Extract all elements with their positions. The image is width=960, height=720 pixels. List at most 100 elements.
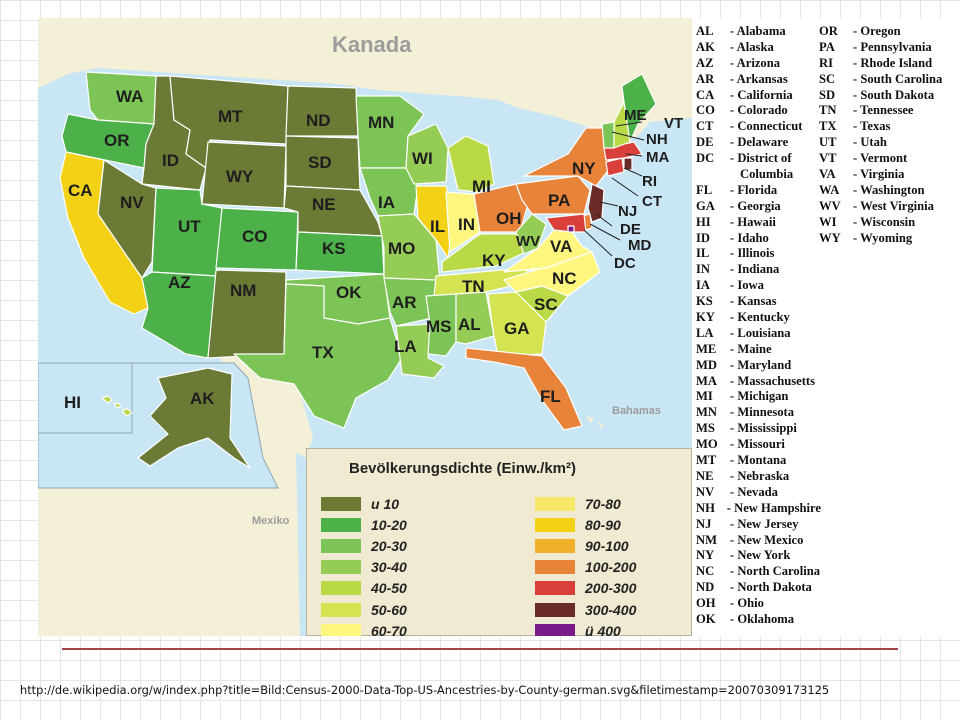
legend-title: Bevölkerungsdichte (Einw./km²) bbox=[349, 460, 576, 477]
state-label-hi: HI bbox=[64, 393, 81, 412]
state-name: - Nebraska bbox=[730, 468, 790, 483]
state-label-wy: WY bbox=[226, 167, 254, 186]
state-label-ak: AK bbox=[190, 389, 215, 408]
state-name: - Nevada bbox=[730, 484, 778, 499]
abbreviation-row: TN - Tennessee bbox=[819, 103, 960, 119]
abbreviation-row: PA - Pennsylvania bbox=[819, 40, 960, 56]
state-label-vt: VT bbox=[664, 115, 683, 132]
state-label-tn: TN bbox=[462, 277, 485, 296]
state-fl bbox=[465, 347, 583, 431]
abbreviation-row: NH - New Hampshire bbox=[696, 501, 821, 517]
inset-frame bbox=[38, 362, 279, 489]
abbreviation-code: CT bbox=[696, 119, 714, 134]
legend-item: 70-80 bbox=[535, 493, 636, 514]
legend-swatch bbox=[321, 538, 361, 553]
state-name: - New Jersey bbox=[730, 516, 799, 531]
abbreviation-row: DE - Delaware bbox=[696, 135, 821, 151]
legend-swatch bbox=[535, 581, 575, 596]
state-name: - West Virginia bbox=[853, 198, 934, 213]
abbreviation-code: AZ bbox=[696, 55, 714, 70]
legend-swatch bbox=[535, 538, 575, 553]
abbreviation-row: MT - Montana bbox=[696, 453, 821, 469]
abbreviation-code: WI bbox=[819, 214, 837, 229]
state-label-md: MD bbox=[628, 237, 651, 254]
abbreviation-code: OR bbox=[819, 24, 838, 38]
legend-swatch bbox=[321, 517, 361, 532]
state-hi bbox=[101, 395, 133, 417]
state-md bbox=[545, 213, 587, 233]
state-name: - North Carolina bbox=[730, 564, 821, 579]
abbreviation-row: WA - Washington bbox=[819, 183, 960, 199]
state-label-id: ID bbox=[162, 151, 179, 170]
abbreviation-code: UT bbox=[819, 135, 837, 150]
state-label-nj: NJ bbox=[618, 203, 637, 220]
abbreviation-row: OR - Oregon bbox=[819, 24, 960, 40]
state-name: - Connecticut bbox=[730, 119, 803, 134]
abbreviation-code: ME bbox=[696, 341, 717, 356]
legend-label: 30-40 bbox=[371, 559, 407, 576]
state-name: - Delaware bbox=[730, 135, 789, 150]
state-name: - Minnesota bbox=[730, 405, 795, 420]
legend-label: 70-80 bbox=[585, 495, 621, 512]
state-name: - Wisconsin bbox=[853, 214, 916, 229]
state-name: - Alaska bbox=[730, 39, 774, 54]
legend-column-left: u 10 10-20 20-30 30-40 40-50 50-60 60-70 bbox=[321, 493, 407, 636]
state-label-ar: AR bbox=[392, 293, 417, 312]
abbreviation-code: KS bbox=[696, 294, 713, 309]
legend-column-right: 70-80 80-90 90-100 100-200 200-300 300-400 ü 4… bbox=[535, 493, 636, 636]
legend-swatch bbox=[321, 581, 361, 596]
state-name: - South Carolina bbox=[853, 71, 943, 86]
state-name: - Tennessee bbox=[853, 103, 914, 118]
abbreviation-code: CO bbox=[696, 103, 715, 118]
legend-swatch bbox=[321, 560, 361, 575]
state-name: - Vermont bbox=[853, 151, 908, 166]
abbreviation-row: NV - Nevada bbox=[696, 485, 821, 501]
state-vt bbox=[601, 121, 615, 149]
state-label-wa: WA bbox=[116, 87, 143, 106]
abbreviation-row: FL - Florida bbox=[696, 183, 821, 199]
abbreviation-row: MD - Maryland bbox=[696, 358, 821, 374]
abbreviation-row: AK - Alaska bbox=[696, 40, 821, 56]
state-wv bbox=[515, 213, 547, 255]
abbreviation-code: CA bbox=[696, 87, 715, 102]
abbreviation-code: NH bbox=[696, 500, 715, 515]
abbreviation-row: OK - Oklahoma bbox=[696, 612, 821, 628]
abbreviation-row: TX - Texas bbox=[819, 119, 960, 135]
legend-label: 20-30 bbox=[371, 537, 407, 554]
bahamas-label: Bahamas bbox=[612, 405, 661, 417]
legend-item: 40-50 bbox=[321, 578, 407, 599]
state-name: - Montana bbox=[730, 453, 787, 468]
abbreviation-code: NV bbox=[696, 484, 715, 499]
state-nj bbox=[587, 183, 605, 223]
abbreviation-code: ID bbox=[696, 230, 710, 245]
state-label-mn: MN bbox=[368, 113, 394, 132]
state-name: - New Hampshire bbox=[726, 500, 821, 515]
state-label-ca: CA bbox=[68, 181, 93, 200]
state-ak bbox=[137, 367, 251, 469]
abbreviation-row: NE - Nebraska bbox=[696, 469, 821, 485]
abbreviation-code: MO bbox=[696, 437, 718, 452]
abbreviation-row: IL - Illinois bbox=[696, 246, 821, 262]
density-legend: Bevölkerungsdichte (Einw./km²) u 10 10-20… bbox=[306, 448, 692, 636]
abbreviation-code: PA bbox=[819, 39, 835, 54]
us-density-map: WA OR CA ID NV MT WY UT CO AZ NM ND SD NE KS OK TX MN IA MO… bbox=[38, 18, 692, 636]
state-name: - Louisiana bbox=[730, 325, 791, 340]
state-label-ny: NY bbox=[572, 159, 596, 178]
legend-swatch bbox=[321, 602, 361, 617]
map-canvas: WA OR CA ID NV MT WY UT CO AZ NM ND SD NE KS OK TX MN IA MO… bbox=[38, 18, 692, 636]
abbreviation-row: KS - Kansas bbox=[696, 294, 821, 310]
state-name: - Maryland bbox=[730, 357, 792, 372]
divider-line bbox=[62, 648, 898, 650]
abbreviation-row: Columbia bbox=[696, 167, 821, 183]
abbreviation-code: IL bbox=[696, 246, 710, 261]
abbreviation-code: AL bbox=[696, 24, 714, 38]
abbreviation-row: MO - Missouri bbox=[696, 437, 821, 453]
state-name: - Wyoming bbox=[853, 230, 913, 245]
abbreviation-row: DC - District of bbox=[696, 151, 821, 167]
state-label-nm: NM bbox=[230, 281, 256, 300]
abbreviation-row: NC - North Carolina bbox=[696, 564, 821, 580]
abbreviation-row: WV - West Virginia bbox=[819, 199, 960, 215]
state-ri bbox=[623, 157, 633, 171]
abbreviation-row: SC - South Carolina bbox=[819, 72, 960, 88]
legend-label: 40-50 bbox=[371, 580, 407, 597]
